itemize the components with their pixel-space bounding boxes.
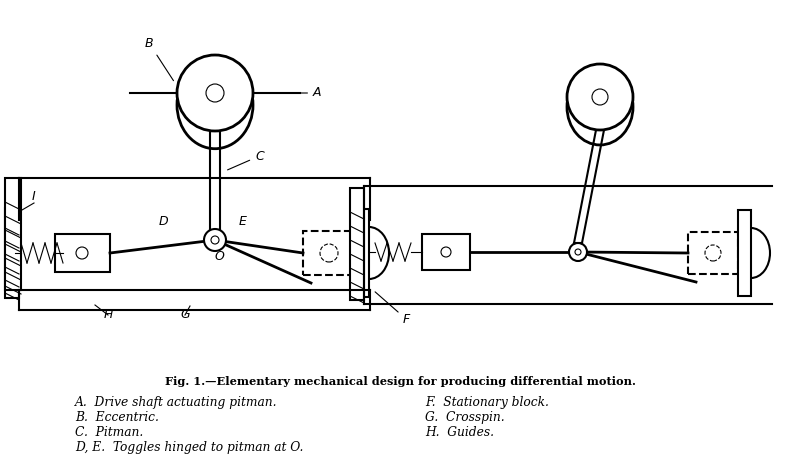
- Text: Fig. 1.—Elementary mechanical design for producing differential motion.: Fig. 1.—Elementary mechanical design for…: [165, 376, 635, 387]
- Circle shape: [705, 245, 721, 261]
- Text: B.  Eccentric.: B. Eccentric.: [75, 411, 159, 424]
- Text: O: O: [214, 250, 224, 263]
- Circle shape: [76, 247, 88, 259]
- Text: C.  Pitman.: C. Pitman.: [75, 426, 143, 439]
- Bar: [5, 178, 21, 290]
- Circle shape: [567, 64, 633, 130]
- Circle shape: [575, 249, 581, 255]
- Text: I: I: [32, 190, 36, 203]
- Ellipse shape: [567, 69, 633, 145]
- Circle shape: [441, 247, 451, 257]
- Text: G: G: [180, 308, 190, 321]
- Text: B: B: [145, 37, 174, 80]
- Circle shape: [320, 244, 338, 262]
- Bar: [688, 232, 738, 274]
- Circle shape: [211, 236, 219, 244]
- Circle shape: [592, 89, 608, 105]
- Text: D: D: [158, 215, 168, 228]
- Text: H.  Guides.: H. Guides.: [425, 426, 494, 439]
- Circle shape: [569, 243, 587, 261]
- Text: D, E.  Toggles hinged to pitman at O.: D, E. Toggles hinged to pitman at O.: [75, 441, 303, 454]
- Bar: [303, 231, 355, 275]
- Text: C: C: [227, 149, 264, 170]
- Text: E: E: [239, 215, 247, 228]
- Bar: [55, 234, 110, 272]
- Circle shape: [206, 84, 224, 102]
- Bar: [355, 209, 369, 297]
- Bar: [5, 208, 19, 298]
- Circle shape: [177, 55, 253, 131]
- Bar: [350, 188, 364, 300]
- Text: F: F: [375, 292, 410, 326]
- Text: A: A: [286, 87, 322, 100]
- Bar: [738, 210, 751, 296]
- Bar: [422, 234, 470, 270]
- Text: H: H: [103, 308, 113, 321]
- Text: F.  Stationary block.: F. Stationary block.: [425, 396, 549, 409]
- Text: A.  Drive shaft actuating pitman.: A. Drive shaft actuating pitman.: [75, 396, 278, 409]
- Circle shape: [204, 229, 226, 251]
- Text: G.  Crosspin.: G. Crosspin.: [425, 411, 505, 424]
- Ellipse shape: [177, 61, 253, 149]
